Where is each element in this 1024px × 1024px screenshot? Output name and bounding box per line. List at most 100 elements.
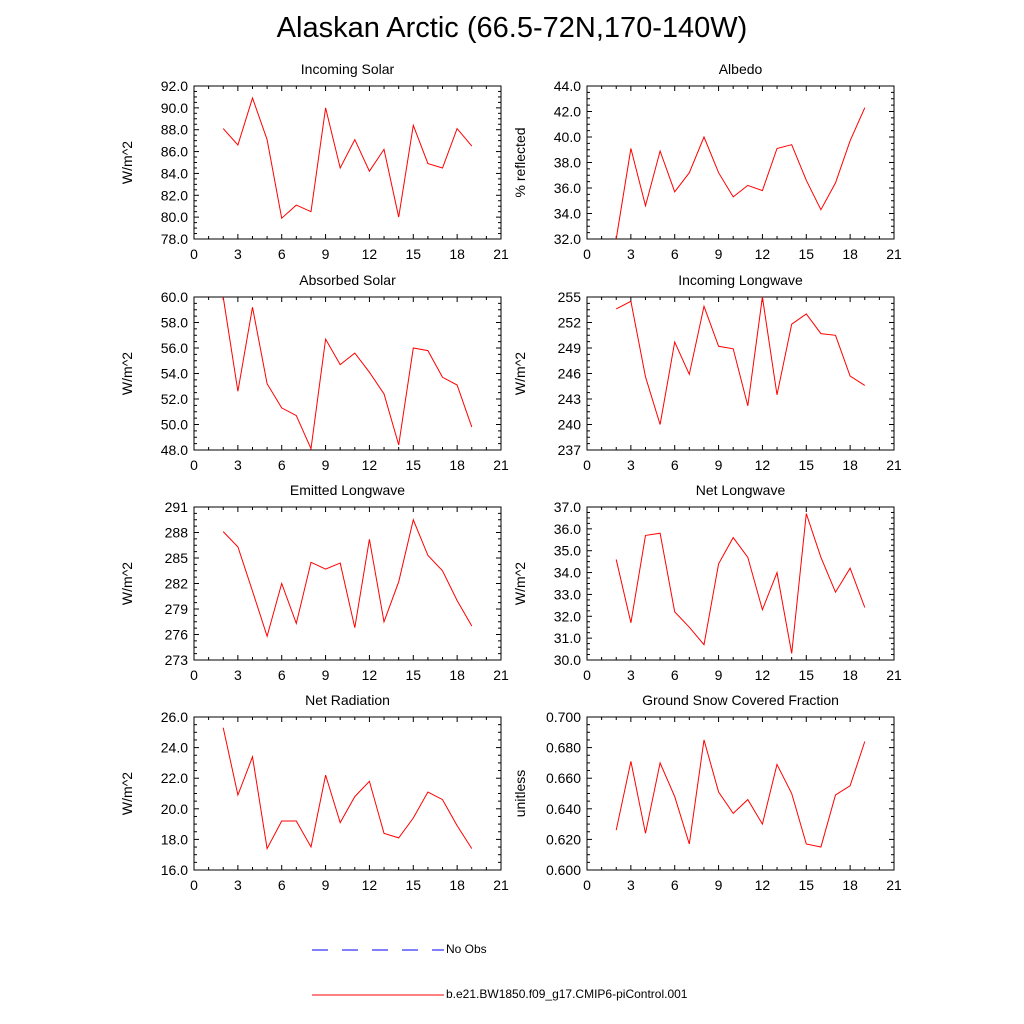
chart-panel-5: Emitted Longwave W/m^2 0 3 6 9 12 15 18 21 273 276 2… [119,482,509,683]
x-tick-label: 15 [405,457,421,473]
y-tick-label: 0.640 [546,801,581,817]
x-tick-label: 12 [362,246,378,262]
x-tick-label: 0 [190,667,198,683]
chart-panel-6: Net Longwave W/m^2 0 3 6 9 12 15 18 21 30.0 31.0 32.… [512,482,902,683]
y-tick-label: 90.0 [161,100,188,116]
x-tick-label: 9 [715,457,723,473]
y-tick-label: 34.0 [554,206,581,222]
x-tick-label: 15 [798,877,814,893]
x-tick-label: 15 [798,246,814,262]
x-tick-label: 0 [583,457,591,473]
y-tick-label: 48.0 [161,442,188,458]
x-tick-label: 18 [842,457,858,473]
y-tick-label: 36.0 [554,180,581,196]
y-tick-label: 88.0 [161,122,188,138]
y-tick-label: 30.0 [554,652,581,668]
y-tick-label: 36.0 [554,521,581,537]
y-tick-label: 78.0 [161,231,188,247]
y-tick-label: 240 [558,417,582,433]
y-tick-label: 20.0 [161,801,188,817]
y-tick-label: 80.0 [161,209,188,225]
y-tick-label: 282 [165,576,189,592]
panel-title: Absorbed Solar [299,272,396,288]
y-tick-label: 249 [558,340,582,356]
x-tick-label: 6 [671,877,679,893]
plot-frame [193,296,502,451]
x-tick-label: 3 [234,246,242,262]
series-line [615,296,866,425]
plot-frame [193,506,502,661]
series-line [615,513,866,654]
x-tick-label: 6 [278,667,286,683]
plot-frame [193,85,502,240]
x-tick-label: 12 [755,246,771,262]
plot-frame [586,296,895,451]
y-axis-label: unitless [512,770,528,817]
x-tick-label: 18 [842,246,858,262]
panel-title: Net Longwave [696,482,786,498]
y-tick-label: 82.0 [161,187,188,203]
y-tick-label: 56.0 [161,340,188,356]
y-tick-label: 279 [165,601,189,617]
y-tick-label: 0.680 [546,740,581,756]
y-tick-label: 18.0 [161,831,188,847]
panel-title: Ground Snow Covered Fraction [642,692,839,708]
series-line [222,296,473,451]
x-tick-label: 3 [234,667,242,683]
plot-frame [586,506,895,661]
y-tick-label: 32.0 [554,231,581,247]
y-tick-label: 92.0 [161,78,188,94]
y-tick-label: 54.0 [161,366,188,382]
y-tick-label: 26.0 [161,709,188,725]
y-tick-label: 37.0 [554,499,581,515]
y-tick-label: 42.0 [554,104,581,120]
y-tick-label: 35.0 [554,543,581,559]
x-tick-label: 18 [449,667,465,683]
chart-panel-3: Absorbed Solar W/m^2 0 3 6 9 12 15 18 21 48.0 50.0 5… [119,272,509,473]
x-tick-label: 18 [842,667,858,683]
x-tick-label: 3 [627,877,635,893]
series-line [222,727,473,851]
x-tick-label: 12 [755,457,771,473]
panel-title: Emitted Longwave [290,482,405,498]
y-tick-label: 40.0 [554,129,581,145]
x-tick-label: 15 [405,246,421,262]
figure-title: Alaskan Arctic (66.5-72N,170-140W) [276,12,748,44]
x-tick-label: 21 [493,457,509,473]
y-tick-label: 243 [558,391,582,407]
x-tick-label: 0 [190,457,198,473]
y-tick-label: 0.600 [546,862,581,878]
x-tick-label: 12 [755,877,771,893]
y-tick-label: 31.0 [554,630,581,646]
y-tick-label: 32.0 [554,608,581,624]
x-tick-label: 12 [362,457,378,473]
x-tick-label: 6 [278,877,286,893]
series-line [615,739,866,848]
y-tick-label: 38.0 [554,155,581,171]
x-tick-label: 6 [278,246,286,262]
chart-panel-7: Net Radiation W/m^2 0 3 6 9 12 15 18 21 16.0 18.0 20… [119,692,509,893]
y-tick-label: 24.0 [161,740,188,756]
series-line [222,96,473,220]
y-tick-label: 22.0 [161,770,188,786]
x-tick-label: 18 [842,877,858,893]
y-tick-label: 276 [165,627,189,643]
x-tick-label: 0 [583,667,591,683]
plot-frame [586,85,895,240]
y-tick-label: 288 [165,525,189,541]
x-tick-label: 0 [190,246,198,262]
x-tick-label: 15 [798,457,814,473]
x-tick-label: 21 [493,667,509,683]
y-axis-label: W/m^2 [119,562,135,605]
x-tick-label: 3 [234,457,242,473]
y-tick-label: 237 [558,442,582,458]
chart-panel-1: Incoming Solar W/m^2 0 3 6 9 12 15 18 21 78.0 80.0 8… [119,61,509,262]
x-tick-label: 21 [886,457,902,473]
y-axis-label: W/m^2 [119,141,135,184]
y-tick-label: 34.0 [554,565,581,581]
x-tick-label: 0 [583,246,591,262]
y-tick-label: 0.660 [546,770,581,786]
chart-panel-2: Albedo % reflected 0 3 6 9 12 15 18 21 32.0 34.0 36.… [512,61,902,262]
y-tick-label: 0.700 [546,709,581,725]
y-tick-label: 0.620 [546,831,581,847]
